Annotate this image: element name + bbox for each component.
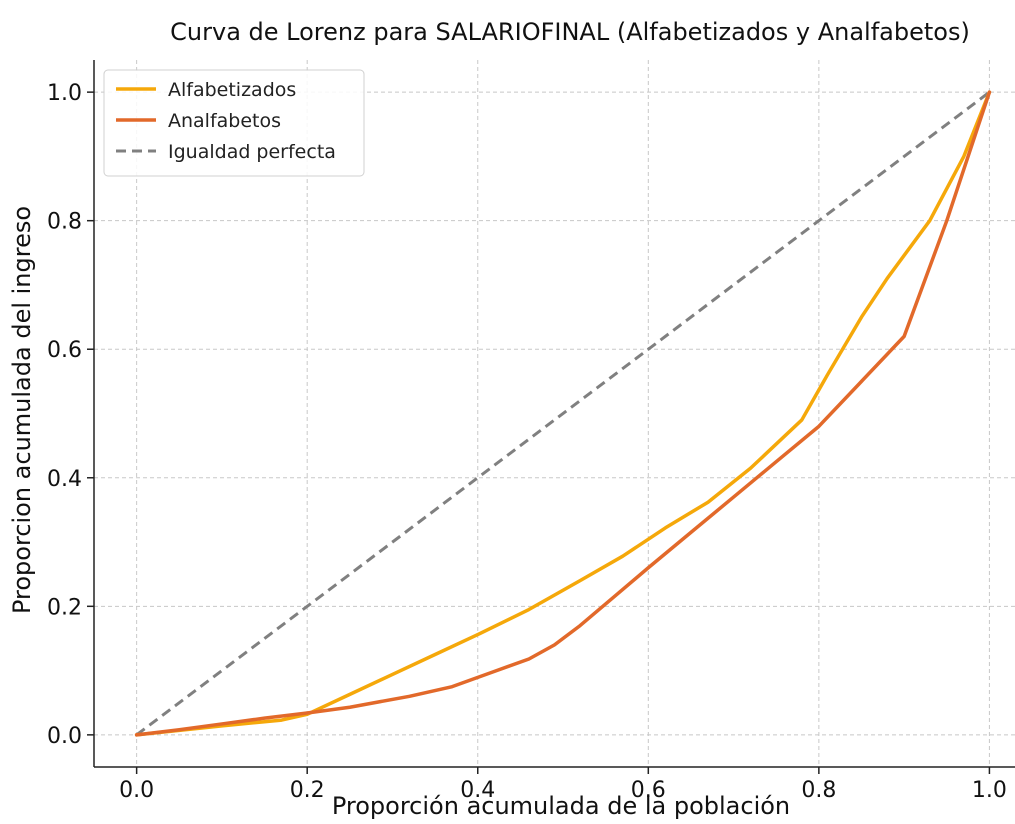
x-tick-label: 1.0 xyxy=(972,778,1007,803)
grid xyxy=(94,60,1015,767)
x-tick-label: 0.8 xyxy=(801,778,836,803)
x-axis-label: Proporción acumulada de la población xyxy=(332,792,790,820)
series-lines xyxy=(134,90,992,737)
legend-label: Analfabetos xyxy=(168,110,281,132)
axes xyxy=(93,60,1015,768)
y-tick-label: 0.2 xyxy=(47,595,82,620)
x-tick-label: 0.4 xyxy=(460,778,495,803)
legend-label: Igualdad perfecta xyxy=(168,141,336,163)
series-line-3 xyxy=(135,90,991,737)
legend-box xyxy=(103,69,365,177)
y-tick-label: 1.0 xyxy=(47,81,82,106)
tick-labels: 0.0 0.2 0.4 0.6 0.8 1.0 0.0 0.2 0.4 0.6 0.8 1.0 xyxy=(47,81,1007,803)
x-tick-label: 0.2 xyxy=(290,778,325,803)
y-axis-label: Proporcion acumulada del ingreso xyxy=(8,206,36,614)
y-tick-label: 0.6 xyxy=(47,338,82,363)
y-tick-label: 0.8 xyxy=(47,210,82,235)
x-tick-label: 0.0 xyxy=(119,778,154,803)
y-tick-label: 0.4 xyxy=(47,467,82,492)
y-tick-label: 0.0 xyxy=(47,724,82,749)
x-tick-label: 0.6 xyxy=(631,778,666,803)
series-line-1 xyxy=(134,90,992,737)
legend-label: Alfabetizados xyxy=(168,79,296,101)
legend: Alfabetizados Analfabetos Igualdad perfect… xyxy=(103,69,365,177)
chart-title: Curva de Lorenz para SALARIOFINAL (Alfab… xyxy=(170,18,970,46)
series-line-2 xyxy=(134,90,992,737)
